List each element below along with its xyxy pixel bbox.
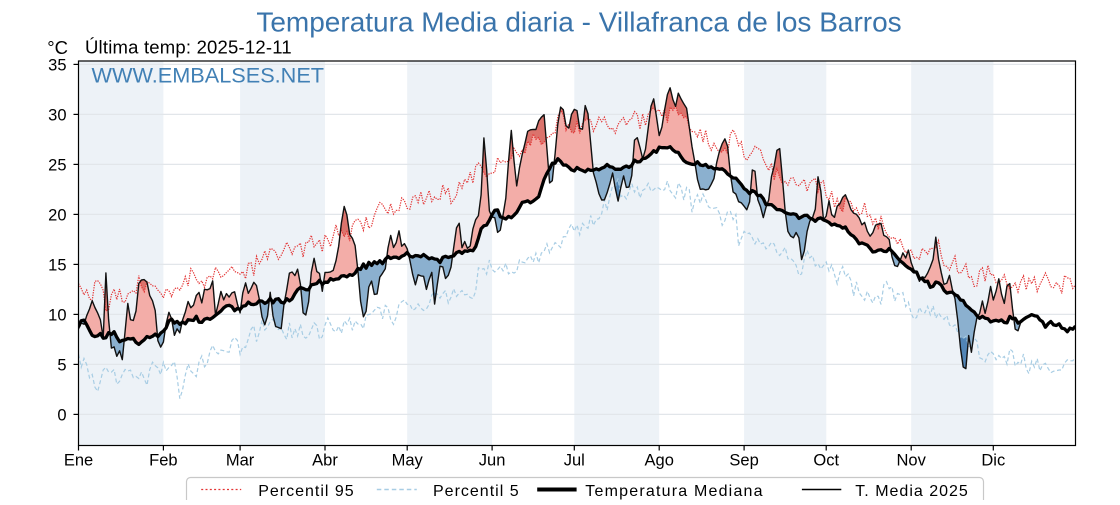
svg-text:Dic: Dic [981, 452, 1005, 470]
svg-text:Feb: Feb [149, 452, 177, 470]
svg-text:Percentil 95: Percentil 95 [258, 483, 355, 500]
svg-text:20: 20 [48, 206, 66, 224]
svg-text:Abr: Abr [312, 452, 338, 470]
svg-text:Temperatura Media diaria - Vil: Temperatura Media diaria - Villafranca d… [256, 7, 901, 38]
svg-text:5: 5 [57, 356, 66, 374]
svg-text:10: 10 [48, 306, 66, 324]
svg-text:Nov: Nov [897, 452, 927, 470]
svg-text:Ago: Ago [645, 452, 674, 470]
svg-text:0: 0 [57, 406, 66, 424]
svg-text:Jun: Jun [479, 452, 506, 470]
svg-text:25: 25 [48, 156, 66, 174]
svg-text:30: 30 [48, 106, 66, 124]
svg-text:Última temp: 2025-12-11: Última temp: 2025-12-11 [85, 37, 292, 58]
svg-text:WWW.EMBALSES.NET: WWW.EMBALSES.NET [92, 62, 325, 87]
svg-text:Jul: Jul [564, 452, 585, 470]
svg-text:May: May [392, 452, 424, 470]
svg-text:Mar: Mar [226, 452, 255, 470]
svg-text:Ene: Ene [64, 452, 93, 470]
svg-text:15: 15 [48, 256, 66, 274]
svg-text:Sep: Sep [729, 452, 758, 470]
svg-text:Oct: Oct [813, 452, 839, 470]
svg-text:T. Media 2025: T. Media 2025 [855, 483, 969, 500]
svg-text:°C: °C [47, 37, 68, 58]
svg-text:Percentil 5: Percentil 5 [433, 483, 520, 500]
svg-text:35: 35 [48, 56, 66, 74]
svg-text:Temperatura Mediana: Temperatura Mediana [585, 483, 763, 500]
